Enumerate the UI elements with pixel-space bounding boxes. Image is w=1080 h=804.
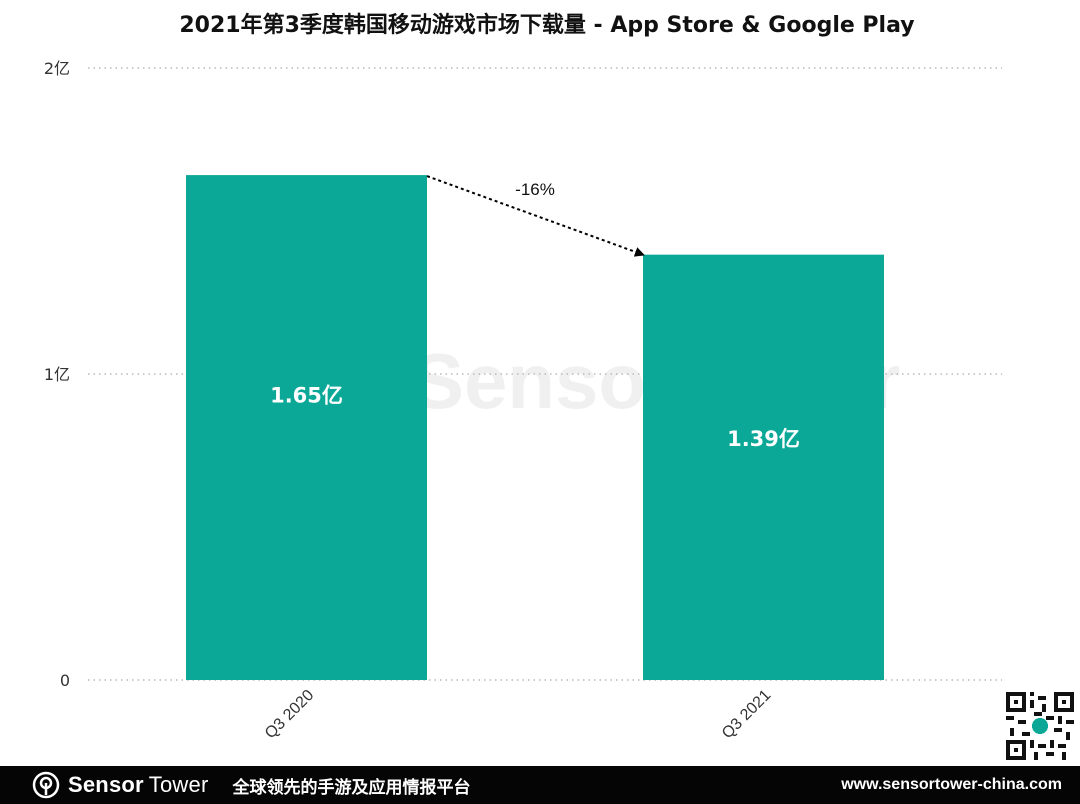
sensortower-logo-icon [32, 771, 60, 799]
y-tick-label: 1亿 [44, 365, 70, 384]
x-axis: Q3 2020 Q3 2021 [262, 687, 774, 742]
y-tick-label: 2亿 [44, 59, 70, 78]
brand-name-tower: Tower [148, 772, 209, 797]
x-tick-label: Q3 2020 [262, 687, 317, 742]
change-annotation: -16% [426, 175, 645, 257]
bars [186, 175, 884, 680]
website-link[interactable]: www.sensortower-china.com [841, 776, 1062, 793]
x-tick-label: Q3 2021 [719, 687, 774, 742]
data-labels: 1.65亿 1.39亿 [270, 383, 800, 451]
bar-value-label: 1.65亿 [270, 383, 343, 407]
change-label: -16% [515, 180, 555, 199]
chart-title: 2021年第3季度韩国移动游戏市场下载量 - App Store & Googl… [179, 12, 914, 38]
bar [186, 175, 427, 680]
y-axis: 0 1亿 2亿 [44, 59, 70, 690]
y-tick-label: 0 [60, 671, 70, 690]
bar [643, 254, 884, 680]
qr-code [1006, 692, 1074, 760]
footer-bar: Sensor Tower 全球领先的手游及应用情报平台 www.sensorto… [0, 766, 1080, 804]
bar-value-label: 1.39亿 [727, 427, 800, 451]
grid [88, 67, 1002, 681]
tagline: 全球领先的手游及应用情报平台 [232, 777, 471, 798]
brand-logo: Sensor Tower [32, 771, 208, 799]
change-arrow [426, 175, 645, 257]
brand-name-sensor: Sensor [68, 772, 144, 797]
